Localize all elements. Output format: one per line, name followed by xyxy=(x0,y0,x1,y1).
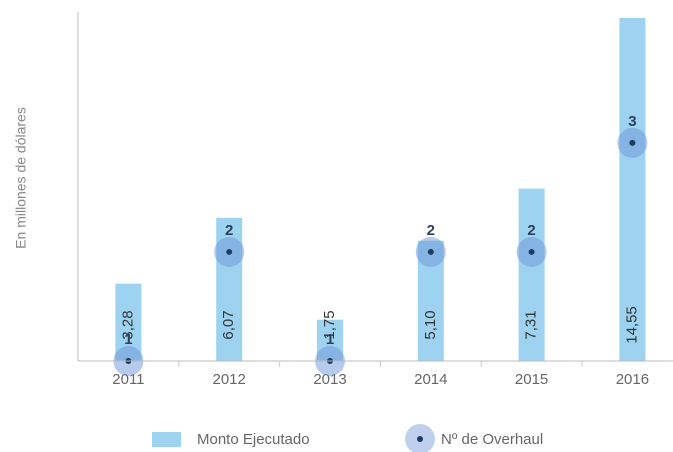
point-label: 3 xyxy=(628,113,636,130)
point-center xyxy=(629,139,636,146)
point-label: 2 xyxy=(527,222,535,239)
bar xyxy=(518,188,545,361)
point-center xyxy=(427,248,434,255)
x-tick-label: 2013 xyxy=(313,371,346,388)
point-label: 1 xyxy=(326,331,334,348)
legend-swatch xyxy=(152,432,181,447)
bar-value-label: 6,07 xyxy=(220,310,237,339)
x-tick-label: 2011 xyxy=(112,371,144,388)
legend-label: Monto Ejecutado xyxy=(197,431,310,448)
bar-value-label: 14,55 xyxy=(623,306,640,344)
bar-value-label: 1,75 xyxy=(321,310,338,339)
bar-value-label: 3,28 xyxy=(119,310,136,339)
point-label: 1 xyxy=(124,331,132,348)
point-label: 2 xyxy=(225,222,233,239)
point-label: 2 xyxy=(427,222,435,239)
bar xyxy=(619,17,646,362)
x-tick-label: 2014 xyxy=(414,371,447,388)
y-axis-label: En millones de dólares xyxy=(13,107,29,249)
point-center xyxy=(528,248,535,255)
legend-swatch-center xyxy=(417,436,423,442)
point-center xyxy=(226,248,233,255)
x-tick-label: 2012 xyxy=(213,371,246,388)
x-tick-label: 2015 xyxy=(515,371,548,388)
bar-value-label: 5,10 xyxy=(422,310,439,339)
bar-value-label: 7,31 xyxy=(523,310,540,339)
legend-label: Nº de Overhaul xyxy=(441,431,543,448)
x-tick-label: 2016 xyxy=(616,371,649,388)
